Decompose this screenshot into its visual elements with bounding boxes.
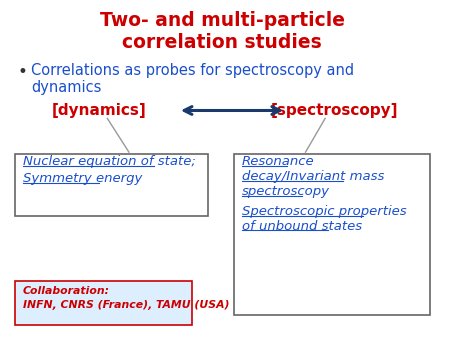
Text: [spectroscopy]: [spectroscopy] — [271, 102, 399, 118]
Text: spectroscopy: spectroscopy — [242, 185, 330, 198]
Text: [dynamics]: [dynamics] — [52, 102, 147, 118]
Text: INFN, CNRS (France), TAMU (USA): INFN, CNRS (France), TAMU (USA) — [23, 300, 230, 310]
Text: Spectroscopic properties: Spectroscopic properties — [242, 205, 406, 218]
FancyBboxPatch shape — [15, 281, 192, 325]
Text: •: • — [17, 63, 27, 81]
Text: Nuclear equation of state;: Nuclear equation of state; — [23, 155, 196, 168]
Text: dynamics: dynamics — [31, 80, 101, 95]
Text: Two- and multi-particle: Two- and multi-particle — [99, 11, 345, 30]
Text: decay/Invariant mass: decay/Invariant mass — [242, 170, 384, 183]
Text: Correlations as probes for spectroscopy and: Correlations as probes for spectroscopy … — [31, 63, 354, 78]
Text: Collaboration:: Collaboration: — [23, 286, 110, 296]
Text: correlation studies: correlation studies — [122, 33, 322, 52]
Text: Resonance: Resonance — [242, 155, 315, 168]
FancyBboxPatch shape — [234, 154, 430, 315]
Text: Symmetry energy: Symmetry energy — [23, 172, 142, 185]
Text: of unbound states: of unbound states — [242, 220, 362, 233]
FancyBboxPatch shape — [15, 154, 208, 216]
